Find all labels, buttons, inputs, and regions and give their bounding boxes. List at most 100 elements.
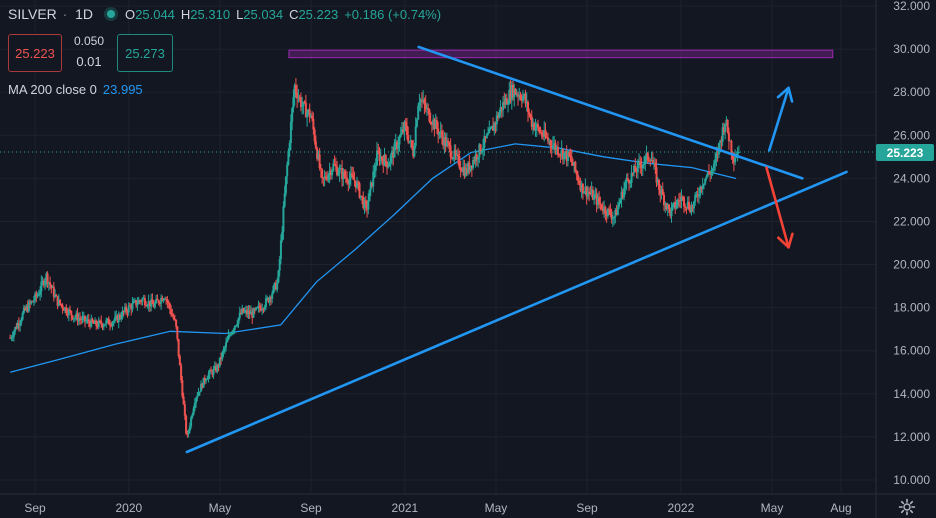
candle [44,277,47,291]
candle [287,148,290,166]
candle [408,141,411,144]
candle [304,94,307,118]
candle [561,147,564,165]
candle [705,174,708,181]
y-tick-label: 12.000 [893,430,930,444]
candle [115,310,118,320]
candle [711,167,714,176]
candle [469,165,472,173]
candle [348,171,351,189]
candle [162,298,165,304]
candle [384,153,387,168]
symbol-name[interactable]: SILVER [8,6,57,22]
candle [457,147,460,165]
candle [648,156,651,163]
candle [373,162,376,179]
candle [424,95,427,113]
candle [259,303,262,312]
candle [610,208,613,224]
open-value: 25.044 [135,6,175,22]
trendlines-layer [185,45,848,454]
candle [272,284,275,295]
candle [244,305,247,317]
indicator-legend[interactable]: MA 200 close 0 23.995 [8,82,143,97]
y-tick-label: 14.000 [893,387,930,401]
candle [41,276,44,286]
sell-button[interactable]: 25.223 [8,34,62,72]
candle [669,208,672,219]
candle [566,149,569,167]
candle [279,234,282,265]
candle [635,167,638,178]
candle [155,294,158,305]
candle [125,303,128,316]
candle [553,136,556,154]
candle [218,357,221,369]
candle [644,154,647,172]
candle [237,317,240,328]
candle [699,184,702,199]
arrows-layer [765,86,794,249]
candle [182,392,185,405]
candle [352,166,355,180]
candle [712,160,715,174]
candle [356,176,359,190]
buy-button[interactable]: 25.273 [117,34,173,72]
low-key: L [236,6,244,22]
candle [123,303,126,314]
candle [472,156,475,170]
candle [429,112,432,125]
resistance-zone [288,49,834,59]
candle [505,93,508,105]
candle [62,307,65,311]
gear-icon[interactable] [898,498,916,516]
candle [116,314,119,323]
candle [636,159,639,179]
candle [207,370,210,383]
candle [548,138,551,146]
candle [388,161,391,167]
candle [659,184,662,203]
candle [156,294,159,301]
candle [440,124,443,145]
candle [500,106,503,119]
candle [346,171,349,185]
candle [168,302,171,315]
candle [465,163,468,176]
candle [410,139,413,151]
quantity-value[interactable]: 0.01 [76,54,102,69]
candle [319,163,322,178]
quantity-panel[interactable]: 0.050 0.01 [68,32,110,72]
candle [76,307,79,326]
timeframe-label[interactable]: 1D [75,6,94,22]
candle [533,121,536,132]
candle [499,100,502,117]
candle [564,150,567,160]
y-tick-label: 26.000 [893,128,930,142]
candle [359,195,362,201]
candle [161,295,164,302]
candle [726,119,729,134]
candle [689,204,692,214]
candle [307,108,310,116]
candle [382,154,385,173]
candle [590,181,593,198]
candle [351,166,354,178]
candle [101,323,104,331]
candle [309,113,312,118]
candle [349,166,352,187]
candle [98,319,101,324]
candle [233,325,236,335]
spread-value: 0.050 [73,34,105,48]
candle [432,114,435,131]
candle [690,201,693,216]
candle [679,192,682,208]
candle [79,312,82,325]
candle [618,197,621,209]
candle [362,191,365,210]
candle [256,306,259,309]
candle [576,170,579,185]
candle [146,303,149,309]
candle [132,298,135,304]
